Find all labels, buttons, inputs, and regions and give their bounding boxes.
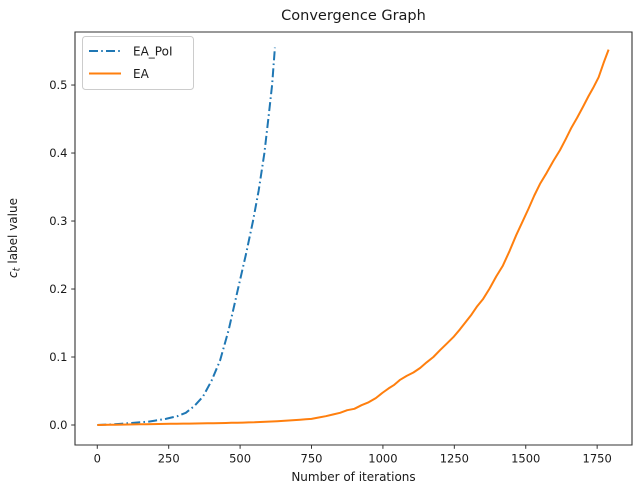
y-tick-label: 0.4 <box>49 146 67 160</box>
legend-label-ea: EA <box>133 67 150 81</box>
x-axis: 0 250 500 750 1000 1250 1500 1750 <box>94 445 612 466</box>
legend-label-ea-poi: EA_PoI <box>133 45 172 59</box>
y-tick-label: 0.0 <box>49 418 67 432</box>
y-axis-label: ct label value <box>6 198 23 278</box>
ea-line <box>97 49 610 426</box>
y-axis-label-sub: t <box>12 266 23 271</box>
legend: EA_PoI EA <box>82 36 194 90</box>
data-series <box>97 47 610 426</box>
chart-title: Convergence Graph <box>281 8 426 24</box>
x-tick-label: 250 <box>158 452 180 466</box>
y-axis-label-var: c <box>6 271 20 278</box>
x-tick-label: 1000 <box>368 452 397 466</box>
ea-poi-line <box>97 47 276 426</box>
y-tick-label: 0.2 <box>49 282 67 296</box>
x-tick-label: 1500 <box>511 452 540 466</box>
y-tick-label: 0.3 <box>49 214 67 228</box>
x-axis-label: Number of iterations <box>291 470 415 484</box>
y-tick-label: 0.1 <box>49 350 67 364</box>
x-tick-label: 1250 <box>440 452 469 466</box>
legend-item-ea-poi: EA_PoI <box>89 45 172 59</box>
y-tick-label: 0.5 <box>49 78 67 92</box>
x-tick-label: 500 <box>229 452 251 466</box>
x-tick-label: 750 <box>301 452 323 466</box>
plot-area <box>74 31 633 446</box>
legend-box <box>82 36 194 90</box>
x-tick-label: 0 <box>94 452 101 466</box>
x-tick-label: 1750 <box>583 452 612 466</box>
y-axis-label-rest: label value <box>6 198 20 264</box>
y-axis: 0.0 0.1 0.2 0.3 0.4 0.5 <box>49 78 75 432</box>
legend-item-ea: EA <box>89 67 150 81</box>
